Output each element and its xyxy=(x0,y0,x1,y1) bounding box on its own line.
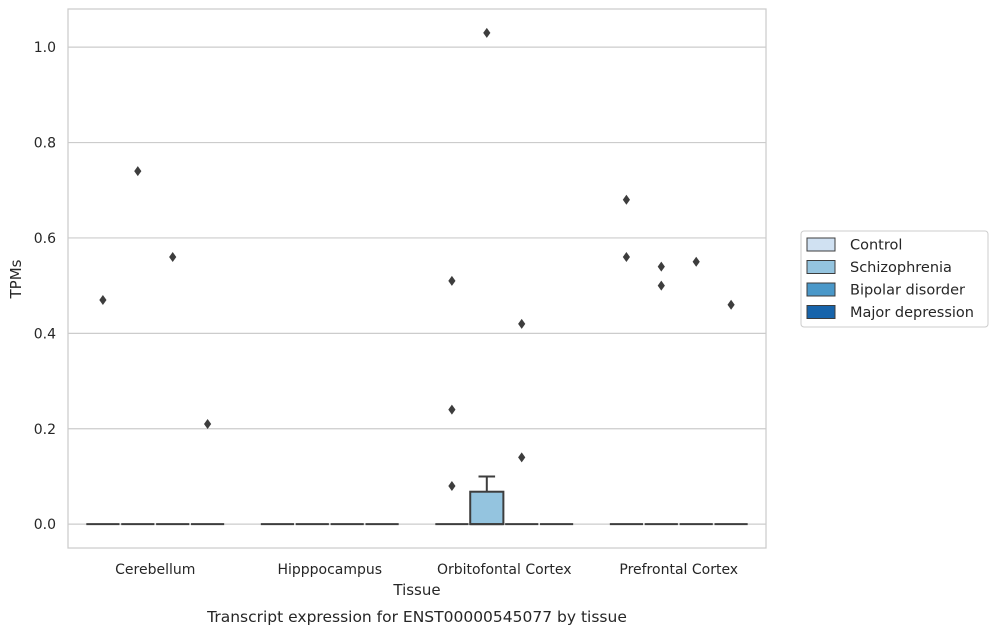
box-group xyxy=(469,27,505,526)
outlier-point xyxy=(448,404,456,415)
box-group xyxy=(435,275,469,526)
outlier-point xyxy=(483,27,491,38)
outlier-point xyxy=(727,299,735,310)
box-group xyxy=(644,261,678,526)
legend-swatch xyxy=(806,282,836,297)
legend-swatch xyxy=(806,305,836,319)
x-tick-labels: Cerebellum Hipppocampus Orbitofontal Corte… xyxy=(115,562,738,578)
y-tick-label: 0.0 xyxy=(34,517,56,533)
box-group xyxy=(156,252,190,526)
outlier-point xyxy=(657,280,665,291)
box-group xyxy=(679,256,713,526)
x-tick-label: Prefrontal Cortex xyxy=(619,562,738,578)
box xyxy=(469,490,505,526)
box-group xyxy=(609,194,643,526)
y-tick-labels: 0.0 0.2 0.4 0.6 0.8 1.0 xyxy=(34,40,56,533)
outlier-point xyxy=(204,418,212,429)
legend-label: Bipolar disorder xyxy=(850,283,965,299)
box-group xyxy=(714,299,748,526)
legend-label: Schizophrenia xyxy=(850,260,952,276)
outlier-point xyxy=(622,252,630,263)
legend-label: Control xyxy=(850,238,902,254)
box-group xyxy=(191,418,225,526)
legend-swatch xyxy=(806,237,836,252)
outlier-point xyxy=(99,294,107,305)
legend-label: Major depression xyxy=(850,305,974,321)
outlier-point xyxy=(622,194,630,205)
chart-caption: Transcript expression for ENST0000054507… xyxy=(206,608,627,626)
outlier-point xyxy=(448,275,456,286)
y-tick-label: 0.6 xyxy=(34,231,56,247)
outlier-point xyxy=(518,318,526,329)
x-tick-label: Hipppocampus xyxy=(277,562,382,578)
x-tick-label: Orbitofontal Cortex xyxy=(437,562,572,578)
y-tick-label: 0.4 xyxy=(34,326,56,342)
outlier-point xyxy=(657,261,665,272)
outlier-point xyxy=(518,452,526,463)
outlier-point xyxy=(169,252,177,263)
plot-area-frame xyxy=(67,8,767,549)
y-tick-label: 0.2 xyxy=(34,422,56,438)
outlier-point xyxy=(134,166,142,177)
y-tick-label: 0.8 xyxy=(34,136,56,152)
x-tick-label: Cerebellum xyxy=(115,562,195,578)
legend-frame xyxy=(800,230,989,328)
legend: Control Schizophrenia Bipolar disorder Majo… xyxy=(800,230,989,328)
box-layer xyxy=(86,27,748,526)
y-axis-label: TPMs xyxy=(7,259,25,299)
x-axis-label: Tissue xyxy=(392,581,440,599)
outlier-point xyxy=(692,256,700,267)
box-group xyxy=(86,294,120,526)
outlier-point xyxy=(448,480,456,491)
y-tick-label: 1.0 xyxy=(34,40,56,56)
legend-swatch xyxy=(806,260,836,274)
box-group xyxy=(505,318,539,526)
box-group xyxy=(121,166,155,526)
